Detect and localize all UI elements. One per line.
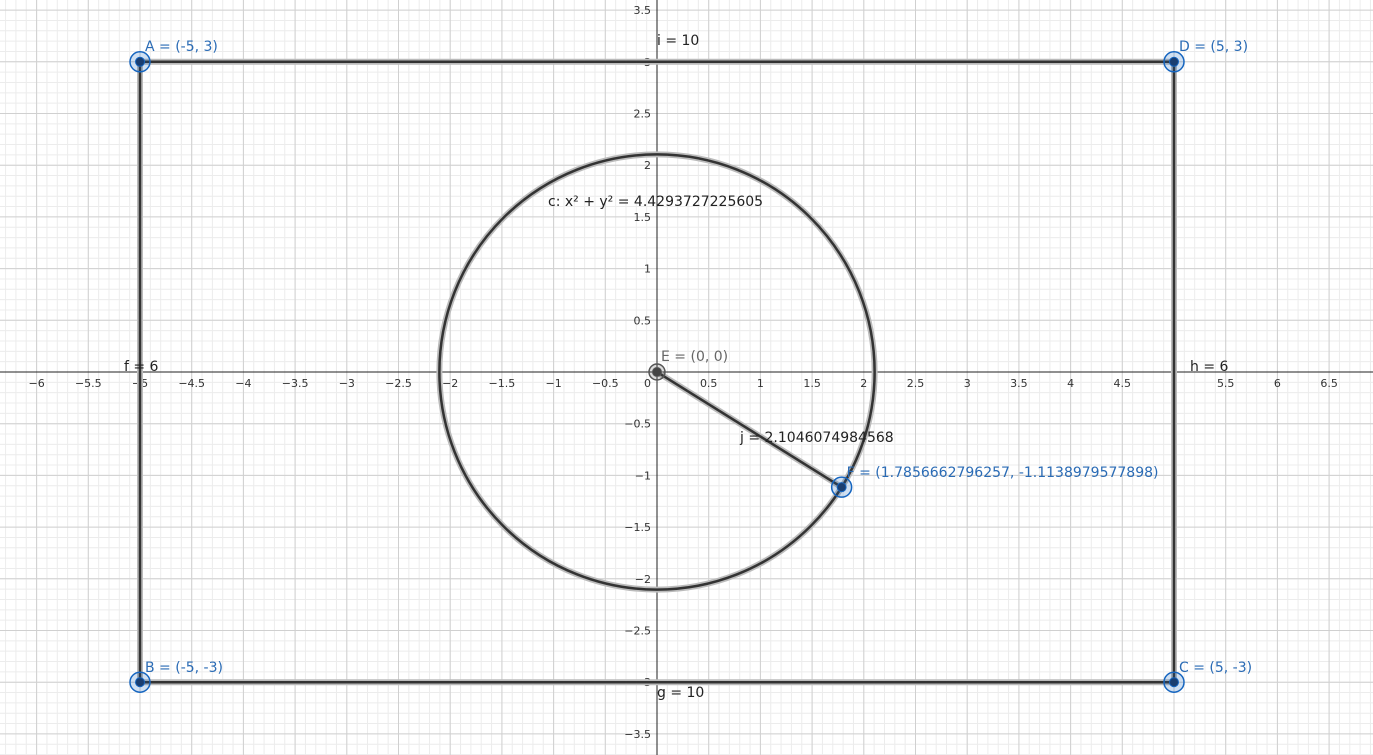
point-label: A = (-5, 3) <box>145 39 218 55</box>
y-tick-label: −2.5 <box>624 625 651 638</box>
point-label: F = (1.7856662796257, -1.1138979577898) <box>847 465 1159 481</box>
point <box>836 482 847 493</box>
circle <box>438 153 876 591</box>
x-tick-label: −1.5 <box>489 377 516 390</box>
x-tick-label: 4 <box>1067 377 1074 390</box>
y-tick-label: −1 <box>635 469 651 482</box>
y-tick-label: 2.5 <box>634 108 652 121</box>
point <box>135 56 145 67</box>
y-tick-label: 3.5 <box>634 4 652 17</box>
y-tick-label: −0.5 <box>624 418 651 431</box>
y-tick-label: 2 <box>644 159 651 172</box>
segment-label: h = 6 <box>1190 359 1229 375</box>
point-label: C = (5, -3) <box>1179 660 1252 676</box>
point-label: B = (-5, -3) <box>145 660 223 676</box>
y-tick-label: 1.5 <box>634 211 652 224</box>
y-tick-label: 1 <box>644 263 651 276</box>
x-tick-label: 2 <box>860 377 867 390</box>
y-tick-label: −1.5 <box>624 521 651 534</box>
y-tick-label: −2 <box>635 573 651 586</box>
point-label: D = (5, 3) <box>1179 39 1248 55</box>
point <box>1169 677 1179 688</box>
x-tick-label: −4.5 <box>178 377 205 390</box>
x-tick-label: −0.5 <box>592 377 619 390</box>
x-tick-label: 4.5 <box>1114 377 1132 390</box>
x-tick-label: −5.5 <box>75 377 102 390</box>
x-tick-label: −3.5 <box>282 377 309 390</box>
point <box>652 367 662 377</box>
x-tick-label: −1 <box>545 377 561 390</box>
x-tick-label: 3.5 <box>1010 377 1028 390</box>
x-tick-label: 0.5 <box>700 377 718 390</box>
x-tick-label: 5.5 <box>1217 377 1235 390</box>
x-tick-label: 1.5 <box>803 377 821 390</box>
y-tick-label: 0.5 <box>634 314 652 327</box>
x-tick-label: 1 <box>757 377 764 390</box>
circle-label: c: x² + y² = 4.4293727225605 <box>548 194 763 210</box>
point <box>1169 56 1179 67</box>
segment-label: f = 6 <box>124 359 159 375</box>
x-tick-label: 3 <box>964 377 971 390</box>
segment <box>656 370 843 489</box>
segment-label: g = 10 <box>657 685 704 701</box>
x-tick-label: 2.5 <box>907 377 925 390</box>
point <box>135 677 145 688</box>
x-tick-label: −2.5 <box>385 377 412 390</box>
x-tick-label: 6 <box>1274 377 1281 390</box>
x-tick-label: 6.5 <box>1320 377 1338 390</box>
segment-label: j = 2.1046074984568 <box>739 430 894 446</box>
x-tick-label: 0 <box>644 377 651 390</box>
x-tick-label: −4 <box>235 377 251 390</box>
segment-label: i = 10 <box>657 33 699 49</box>
x-tick-label: −2 <box>442 377 458 390</box>
point-label: E = (0, 0) <box>661 349 728 365</box>
x-tick-label: −6 <box>28 377 44 390</box>
y-tick-label: −3.5 <box>624 728 651 741</box>
x-tick-label: −3 <box>339 377 355 390</box>
